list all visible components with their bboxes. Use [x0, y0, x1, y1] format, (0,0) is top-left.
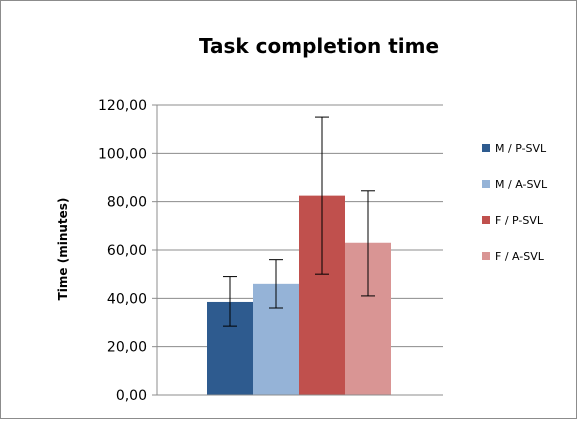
legend: M / P-SVL M / A-SVL F / P-SVL F / A-SVL	[482, 142, 548, 263]
y-tick-label: 0,00	[116, 388, 147, 404]
legend-swatch	[482, 252, 490, 260]
y-tick-label: 100,00	[98, 146, 147, 162]
y-axis-ticks: 0,00 20,00 40,00 60,00 80,00 100,00 120,00	[98, 98, 157, 404]
error-bars	[223, 116, 375, 327]
bars	[207, 195, 391, 395]
y-tick-label: 120,00	[98, 98, 147, 114]
legend-label: M / A-SVL	[495, 178, 548, 191]
y-tick-label: 80,00	[107, 195, 147, 211]
legend-label: F / P-SVL	[495, 214, 544, 227]
y-tick-label: 60,00	[107, 243, 147, 259]
y-tick-label: 20,00	[107, 340, 147, 356]
y-tick-label: 40,00	[107, 291, 147, 307]
legend-swatch	[482, 180, 490, 188]
chart-title: Task completion time	[199, 34, 439, 58]
legend-swatch	[482, 144, 490, 152]
legend-label: M / P-SVL	[495, 142, 547, 155]
axes	[156, 105, 443, 396]
legend-swatch	[482, 216, 490, 224]
legend-label: F / A-SVL	[495, 250, 545, 263]
y-axis-label: Time (minutes)	[56, 198, 70, 301]
